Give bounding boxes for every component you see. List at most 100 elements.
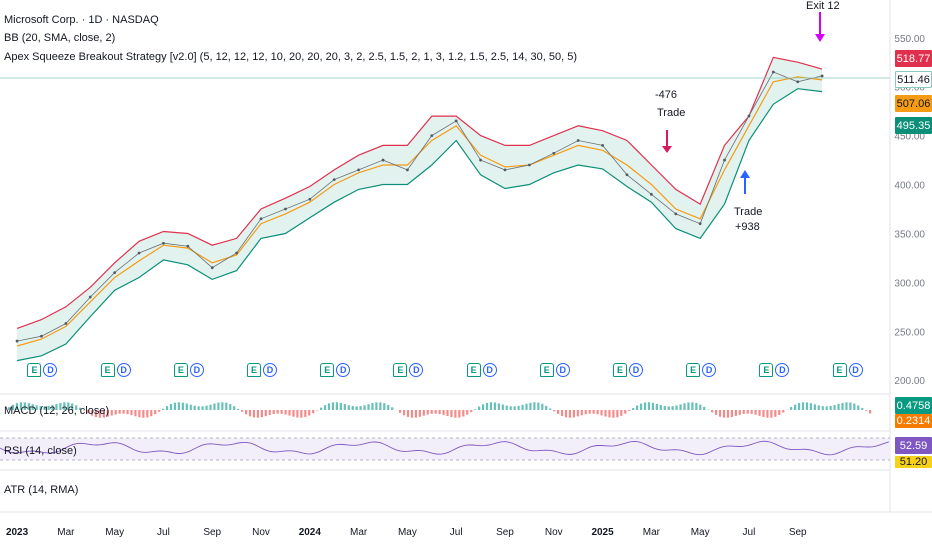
macd-bar bbox=[699, 404, 702, 410]
macd-bar bbox=[347, 405, 350, 410]
macd-bar bbox=[343, 404, 346, 410]
close-point bbox=[576, 139, 580, 142]
macd-bar bbox=[525, 403, 528, 410]
macd-bar bbox=[647, 402, 651, 410]
macd-bar bbox=[426, 410, 429, 415]
close-point bbox=[186, 244, 190, 248]
macd-bar bbox=[189, 404, 192, 410]
macd-bar bbox=[19, 402, 22, 410]
macd-bar bbox=[312, 410, 315, 414]
close-point bbox=[454, 119, 458, 123]
close-point bbox=[308, 197, 312, 201]
macd-bar bbox=[300, 410, 303, 418]
macd-bar bbox=[323, 405, 327, 410]
close-point bbox=[698, 222, 702, 226]
close-point bbox=[40, 334, 43, 338]
macd-bar bbox=[379, 402, 382, 410]
macd-bar bbox=[474, 409, 477, 410]
macd-signal-tag: 0.2314 bbox=[895, 414, 932, 428]
earnings-marker[interactable]: E bbox=[612, 363, 627, 377]
macd-bar bbox=[758, 410, 761, 416]
macd-bar bbox=[869, 410, 872, 414]
atr-label[interactable]: ATR (14, RMA) bbox=[4, 484, 79, 496]
macd-bar bbox=[762, 410, 765, 417]
y-tick-label: 450.00 bbox=[894, 132, 925, 143]
dividend-marker[interactable]: D bbox=[116, 363, 131, 377]
earnings-marker[interactable]: E bbox=[686, 363, 701, 377]
macd-bar bbox=[150, 410, 153, 417]
dividend-marker[interactable]: D bbox=[848, 363, 863, 377]
strategy-legend[interactable]: Apex Squeeze Breakout Strategy [v2.0] (5… bbox=[4, 51, 577, 63]
rsi-price-tag: 52.59 bbox=[895, 437, 932, 454]
macd-bar bbox=[659, 404, 662, 410]
dividend-marker[interactable]: D bbox=[702, 363, 717, 377]
x-tick-label: 2023 bbox=[6, 527, 29, 538]
macd-bar bbox=[730, 410, 733, 417]
macd-bar bbox=[284, 410, 287, 415]
macd-bar bbox=[414, 410, 417, 418]
close-point bbox=[162, 241, 165, 245]
close-point bbox=[113, 271, 117, 274]
macd-bar bbox=[568, 410, 572, 418]
dividend-marker[interactable]: D bbox=[775, 363, 790, 377]
macd-bar bbox=[497, 403, 500, 410]
macd-bar bbox=[351, 406, 354, 410]
rsi-label[interactable]: RSI (14, close) bbox=[4, 445, 77, 457]
dividend-marker[interactable]: D bbox=[628, 363, 643, 377]
macd-bar bbox=[663, 405, 666, 410]
macd-bar bbox=[31, 404, 34, 410]
y-tick-label: 350.00 bbox=[894, 229, 925, 240]
macd-bar bbox=[320, 407, 323, 410]
y-tick-label: 400.00 bbox=[894, 181, 925, 192]
macd-bar bbox=[782, 410, 785, 413]
macd-bar bbox=[695, 402, 698, 410]
earnings-marker[interactable]: E bbox=[539, 363, 554, 377]
macd-bar bbox=[612, 410, 615, 418]
macd-bar bbox=[754, 410, 757, 415]
earnings-marker[interactable]: E bbox=[100, 363, 115, 377]
macd-bar bbox=[118, 410, 121, 414]
trade-up-arrowhead bbox=[740, 170, 750, 178]
macd-bar bbox=[608, 410, 611, 418]
dividend-marker[interactable]: D bbox=[263, 363, 278, 377]
macd-bar bbox=[154, 410, 157, 415]
macd-bar bbox=[67, 402, 70, 410]
x-tick-label: May bbox=[105, 527, 124, 538]
macd-bar bbox=[564, 410, 568, 418]
rsi-ma-tag: 51.20 bbox=[895, 456, 932, 468]
macd-bar bbox=[766, 410, 769, 418]
macd-bar bbox=[387, 404, 390, 410]
earnings-marker[interactable]: E bbox=[173, 363, 188, 377]
macd-bar bbox=[165, 406, 169, 410]
dividend-marker[interactable]: D bbox=[336, 363, 351, 377]
x-tick-label: Jul bbox=[450, 527, 463, 538]
macd-label[interactable]: MACD (12, 26, close) bbox=[4, 405, 110, 417]
earnings-marker[interactable]: E bbox=[466, 363, 481, 377]
dividend-marker[interactable]: D bbox=[409, 363, 424, 377]
earnings-marker[interactable]: E bbox=[247, 363, 262, 377]
dividend-marker[interactable]: D bbox=[189, 363, 204, 377]
macd-bar bbox=[643, 402, 647, 410]
dividend-marker[interactable]: D bbox=[482, 363, 497, 377]
dividend-marker[interactable]: D bbox=[555, 363, 570, 377]
earnings-marker[interactable]: E bbox=[27, 363, 42, 377]
macd-bar bbox=[560, 410, 564, 417]
macd-bar bbox=[478, 406, 481, 410]
macd-bar bbox=[679, 404, 682, 410]
macd-bar bbox=[237, 408, 240, 410]
dividend-marker[interactable]: D bbox=[43, 363, 58, 377]
earnings-marker[interactable]: E bbox=[832, 363, 847, 377]
earnings-marker[interactable]: E bbox=[393, 363, 408, 377]
earnings-marker[interactable]: E bbox=[320, 363, 335, 377]
x-tick-label: Sep bbox=[496, 527, 514, 538]
earnings-marker[interactable]: E bbox=[759, 363, 774, 377]
series-upper-line bbox=[16, 56, 823, 329]
bb-legend[interactable]: BB (20, SMA, close, 2) bbox=[4, 32, 116, 44]
macd-bar bbox=[450, 410, 453, 418]
macd-bar bbox=[217, 402, 220, 410]
macd-bar bbox=[620, 410, 623, 416]
close-point bbox=[357, 168, 361, 172]
macd-bar bbox=[339, 402, 342, 410]
macd-bar bbox=[639, 403, 643, 410]
